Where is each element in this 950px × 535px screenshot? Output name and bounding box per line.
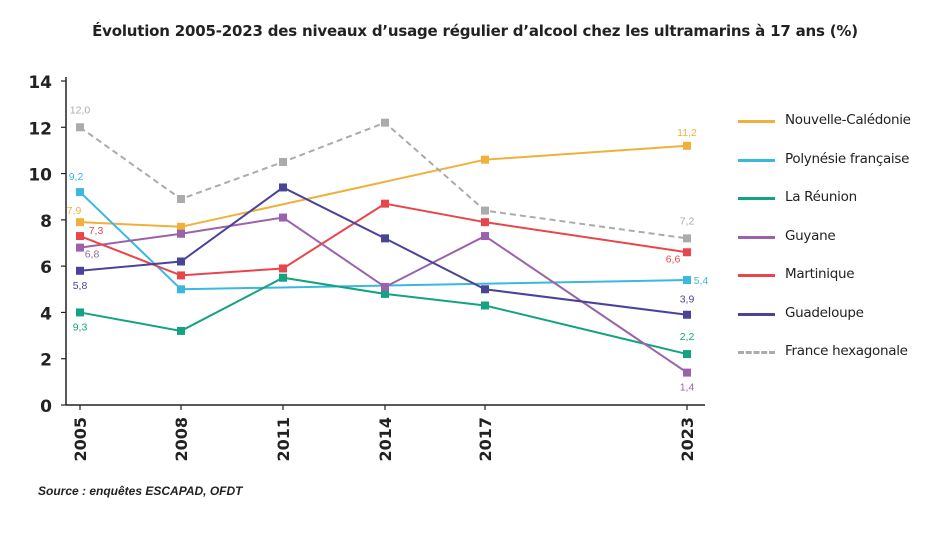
data-point bbox=[481, 218, 489, 227]
data-point bbox=[177, 285, 185, 294]
data-point bbox=[481, 285, 489, 294]
legend-label: France hexagonale bbox=[785, 343, 908, 359]
legend-item: Nouvelle-Calédonie bbox=[738, 112, 948, 152]
data-point bbox=[76, 266, 84, 275]
data-point bbox=[177, 195, 185, 204]
data-point bbox=[76, 232, 84, 241]
legend-swatch bbox=[738, 274, 775, 277]
chart-title: Évolution 2005-2023 des niveaux d’usage … bbox=[92, 22, 858, 40]
data-point bbox=[683, 276, 691, 285]
source-note: Source : enquêtes ESCAPAD, OFDT bbox=[38, 484, 243, 498]
series-line bbox=[79, 276, 688, 356]
data-point bbox=[76, 308, 84, 317]
series-line bbox=[79, 216, 688, 374]
data-point bbox=[381, 289, 389, 298]
legend-label: Polynésie française bbox=[785, 150, 910, 167]
y-tick-label: 4 bbox=[40, 304, 52, 324]
data-label: 9,2 bbox=[69, 171, 84, 183]
data-point bbox=[279, 213, 287, 222]
data-point bbox=[76, 188, 84, 197]
legend-swatch bbox=[738, 197, 775, 200]
data-point bbox=[76, 123, 84, 132]
y-tick-label: 0 bbox=[40, 397, 52, 417]
series-line bbox=[79, 202, 688, 277]
data-label: 5,4 bbox=[694, 275, 709, 287]
data-label: 2,2 bbox=[680, 331, 695, 343]
data-point bbox=[177, 257, 185, 266]
data-point bbox=[683, 234, 691, 243]
y-tick-label: 14 bbox=[28, 73, 52, 93]
series-line bbox=[79, 121, 688, 240]
data-point bbox=[381, 282, 389, 291]
data-point bbox=[381, 118, 389, 127]
data-point bbox=[177, 229, 185, 238]
data-label: 7,3 bbox=[89, 225, 104, 237]
x-tick-label: 2005 bbox=[71, 417, 90, 462]
legend-swatch bbox=[738, 351, 775, 354]
data-point bbox=[177, 271, 185, 280]
data-label: 9,3 bbox=[73, 321, 88, 333]
axes: 0 2 4 6 8 10 12 14 2005 2008 2011 2014 2017 2023 bbox=[28, 73, 705, 462]
data-point bbox=[481, 301, 489, 310]
legend-item: France hexagonale bbox=[738, 343, 948, 383]
data-point bbox=[683, 248, 691, 257]
y-tick-label: 10 bbox=[28, 166, 52, 186]
legend-swatch bbox=[738, 235, 775, 239]
data-point bbox=[177, 222, 185, 231]
data-label: 7,9 bbox=[67, 205, 82, 217]
data-point bbox=[177, 326, 185, 335]
data-label: 3,9 bbox=[680, 294, 695, 306]
legend-label: La Réunion bbox=[785, 189, 857, 205]
data-point bbox=[279, 183, 287, 192]
legend-item: Guyane bbox=[738, 227, 948, 268]
legend-label: Martinique bbox=[785, 266, 855, 282]
legend-label: Guyane bbox=[785, 227, 836, 244]
legend-item: La Réunion bbox=[738, 189, 948, 229]
legend-swatch bbox=[738, 120, 775, 123]
legend: Nouvelle-Calédonie Polynésie française La … bbox=[738, 112, 948, 383]
data-point bbox=[481, 155, 489, 164]
x-tick-label: 2008 bbox=[172, 417, 191, 462]
y-tick-label: 12 bbox=[28, 119, 52, 139]
data-point bbox=[279, 158, 287, 166]
x-tick-label: 2017 bbox=[476, 417, 495, 462]
data-label: 7,2 bbox=[680, 215, 695, 227]
data-label: 12,0 bbox=[70, 104, 91, 116]
data-point bbox=[683, 368, 691, 377]
data-point bbox=[481, 206, 489, 215]
data-label: 5,8 bbox=[73, 280, 88, 292]
legend-swatch bbox=[738, 158, 775, 162]
legend-item: Polynésie française bbox=[738, 150, 948, 191]
legend-item: Guadeloupe bbox=[738, 304, 948, 345]
legend-label: Nouvelle-Calédonie bbox=[785, 112, 911, 128]
data-labels: 7,9 11,2 9,2 5,4 9,3 2,2 6,8 1,4 7,3 6,6 5,8 3,9 12,… bbox=[67, 104, 709, 393]
legend-label: Guadeloupe bbox=[785, 304, 864, 321]
data-label: 1,4 bbox=[680, 382, 695, 394]
data-point bbox=[683, 350, 691, 359]
data-point bbox=[381, 234, 389, 243]
y-tick-label: 2 bbox=[40, 351, 52, 371]
legend-swatch bbox=[738, 312, 775, 316]
x-tick-label: 2014 bbox=[376, 417, 395, 462]
data-label: 6,6 bbox=[666, 253, 681, 265]
legend-item: Martinique bbox=[738, 266, 948, 306]
data-label: 11,2 bbox=[677, 127, 697, 139]
data-point bbox=[279, 273, 287, 282]
data-label: 6,8 bbox=[85, 249, 100, 261]
data-point bbox=[683, 141, 691, 150]
x-tick-label: 2023 bbox=[678, 417, 697, 462]
y-tick-label: 8 bbox=[40, 212, 52, 232]
x-tick-label: 2011 bbox=[274, 417, 293, 462]
series-line bbox=[79, 144, 688, 228]
series-lines bbox=[76, 118, 691, 377]
data-point bbox=[481, 232, 489, 241]
data-point bbox=[76, 243, 84, 252]
data-point bbox=[381, 199, 389, 208]
data-point bbox=[76, 218, 84, 227]
data-point bbox=[683, 310, 691, 319]
data-point bbox=[279, 264, 287, 273]
y-tick-label: 6 bbox=[40, 258, 52, 278]
series-line bbox=[79, 186, 688, 316]
